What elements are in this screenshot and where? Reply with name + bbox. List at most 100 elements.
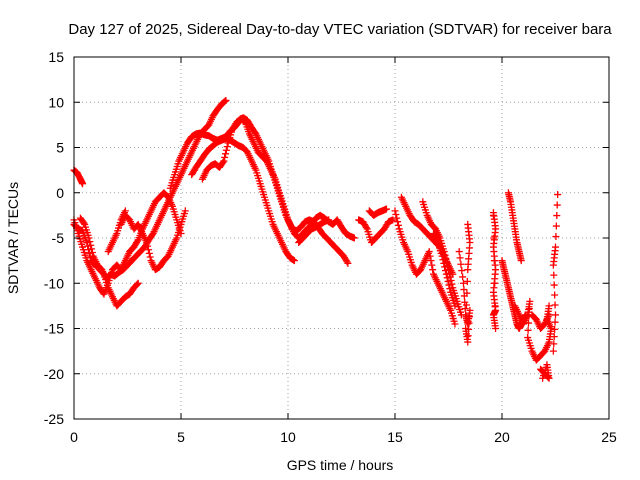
data-point — [464, 220, 472, 228]
data-point — [551, 325, 559, 333]
data-point — [550, 333, 558, 341]
data-point — [85, 234, 93, 242]
data-point — [550, 281, 558, 289]
data-point — [524, 326, 532, 334]
data-point — [525, 305, 533, 313]
data-point — [442, 255, 450, 263]
data-point — [442, 270, 450, 278]
y-tick-label: -20 — [44, 366, 64, 382]
data-point — [325, 216, 333, 224]
data-point — [393, 214, 401, 222]
data-point — [440, 259, 448, 267]
data-point — [222, 150, 230, 158]
data-point — [458, 267, 466, 275]
data-point — [426, 252, 434, 260]
data-point — [489, 211, 497, 219]
data-point — [80, 219, 88, 227]
data-point — [525, 319, 533, 327]
data-point — [549, 347, 557, 355]
data-point — [550, 271, 558, 279]
data-point — [290, 257, 298, 265]
y-tick-label: -5 — [52, 230, 65, 246]
data-point — [445, 269, 453, 277]
data-point — [491, 302, 499, 310]
x-tick-label: 25 — [601, 429, 617, 445]
data-point — [362, 224, 370, 232]
y-tick-label: 15 — [48, 49, 64, 65]
data-point — [222, 146, 230, 154]
data-point — [86, 238, 94, 246]
data-point — [85, 249, 93, 257]
data-point — [443, 274, 451, 282]
data-point — [465, 319, 473, 327]
data-point — [460, 286, 468, 294]
data-point — [221, 153, 229, 161]
data-point — [443, 258, 451, 266]
data-point — [517, 257, 525, 265]
data-point — [84, 242, 92, 250]
data-point — [552, 222, 560, 230]
axis-ticks — [73, 56, 610, 420]
data-point — [490, 234, 498, 242]
data-point — [457, 260, 465, 268]
data-point — [144, 246, 152, 254]
data-point — [552, 311, 559, 319]
y-tick-label: 5 — [56, 140, 64, 156]
y-tick-label: -10 — [44, 275, 64, 291]
y-tick-label: 0 — [56, 185, 64, 201]
data-point — [394, 218, 402, 226]
y-tick-label: -25 — [44, 411, 64, 427]
data-point — [438, 252, 446, 260]
data-point — [554, 191, 562, 199]
data-point — [429, 266, 437, 274]
data-point — [446, 273, 454, 281]
data-point — [220, 157, 228, 165]
data-point — [219, 158, 227, 166]
data-point — [442, 267, 450, 275]
chart-title: Day 127 of 2025, Sidereal Day-to-day VTE… — [68, 21, 612, 38]
data-point — [394, 221, 402, 229]
x-axis-title: GPS time / hours — [287, 457, 394, 473]
data-point — [439, 256, 447, 264]
data-point — [551, 318, 559, 326]
data-point — [87, 241, 95, 249]
data-point — [146, 253, 154, 261]
x-tick-label: 10 — [280, 429, 296, 445]
data-point — [445, 266, 452, 274]
data-point — [382, 205, 390, 213]
data-point — [222, 96, 230, 104]
x-tick-label: 20 — [494, 429, 510, 445]
data-point — [427, 257, 435, 265]
data-point — [83, 239, 91, 247]
y-tick-label: -15 — [44, 321, 64, 337]
data-point — [466, 306, 474, 314]
x-tick-label: 5 — [177, 429, 185, 445]
data-point — [545, 311, 553, 319]
x-tick-label: 0 — [70, 429, 78, 445]
data-point — [85, 246, 93, 254]
data-point — [463, 277, 471, 285]
data-point — [223, 143, 231, 151]
data-point — [463, 289, 471, 297]
data-point — [134, 279, 142, 287]
data-point — [133, 280, 141, 288]
data-point — [88, 245, 96, 253]
data-point — [145, 249, 153, 257]
data-point — [391, 207, 399, 215]
y-axis-title: SDTVAR / TECUs — [5, 182, 21, 294]
data-point — [444, 262, 452, 270]
data-point — [144, 242, 152, 250]
data-point — [462, 313, 470, 321]
data-point — [441, 251, 449, 259]
data-point — [526, 297, 534, 305]
data-point — [456, 254, 464, 262]
y-tick-labels: 15 10 5 0 -5 -10 -15 -20 -25 — [44, 49, 64, 427]
data-point — [459, 279, 467, 287]
x-tick-labels: 0 5 10 15 20 25 — [70, 429, 617, 445]
data-point — [389, 216, 397, 224]
data-point — [545, 302, 553, 310]
x-tick-label: 15 — [387, 429, 403, 445]
data-point — [441, 263, 449, 271]
